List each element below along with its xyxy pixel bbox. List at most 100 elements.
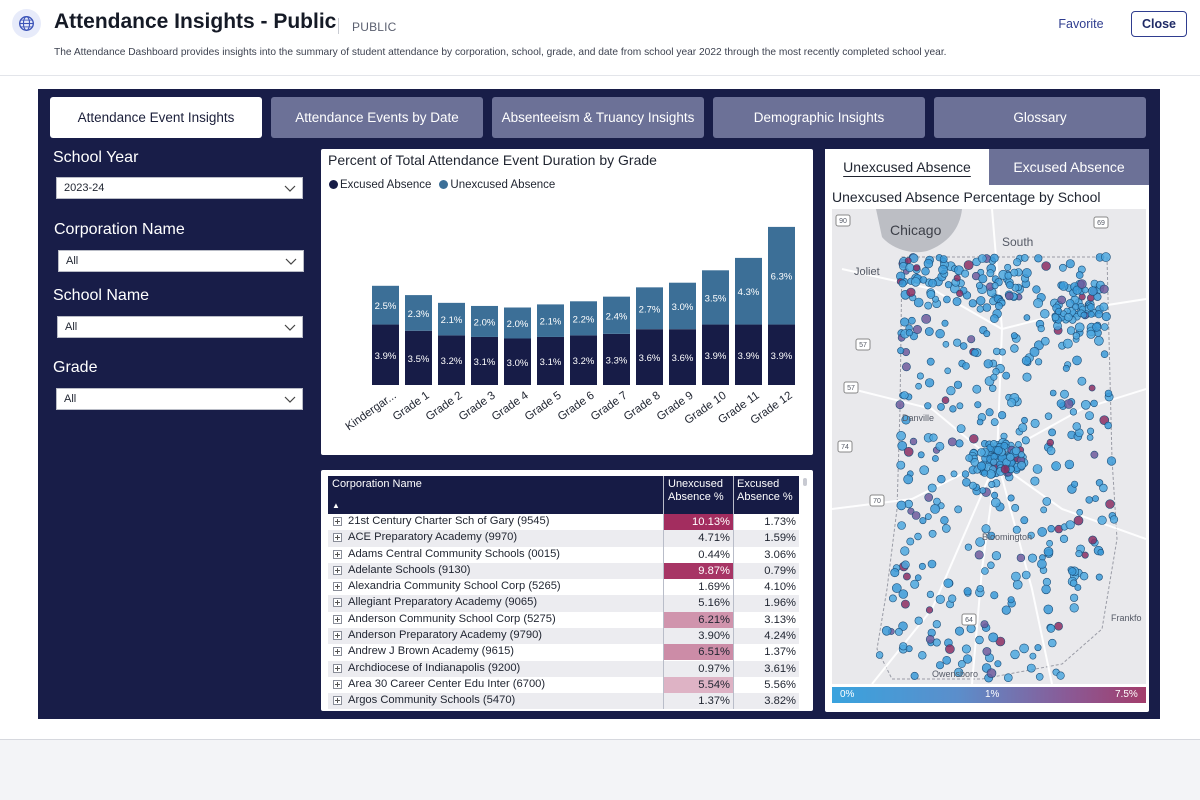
school-marker[interactable] [932, 638, 941, 647]
school-marker[interactable] [930, 503, 940, 514]
school-marker[interactable] [903, 572, 911, 581]
school-marker[interactable] [1101, 252, 1111, 262]
table-row[interactable]: Anderson Community School Corp (5275) 6.2… [328, 611, 799, 628]
school-marker[interactable] [1010, 268, 1019, 277]
school-marker[interactable] [986, 668, 997, 679]
school-marker[interactable] [916, 372, 924, 380]
bar-excused-4[interactable] [504, 338, 531, 386]
school-marker[interactable] [875, 651, 884, 659]
school-marker[interactable] [1010, 332, 1018, 340]
school-marker[interactable] [912, 325, 922, 335]
school-marker[interactable] [1074, 322, 1085, 333]
school-marker[interactable] [990, 591, 999, 600]
school-marker[interactable] [1071, 480, 1079, 488]
grade-select[interactable]: All [56, 388, 303, 410]
school-marker[interactable] [990, 373, 998, 381]
school-marker[interactable] [1034, 254, 1043, 263]
bar-unexcused-7[interactable] [603, 296, 630, 334]
school-marker[interactable] [917, 451, 925, 459]
school-marker[interactable] [901, 415, 911, 425]
school-marker[interactable] [898, 279, 907, 288]
school-marker[interactable] [911, 511, 921, 520]
school-marker[interactable] [1088, 384, 1096, 392]
school-marker[interactable] [964, 543, 972, 551]
bar-unexcused-9[interactable] [669, 282, 696, 330]
school-marker[interactable] [970, 458, 980, 467]
school-marker[interactable] [907, 507, 915, 515]
school-marker[interactable] [925, 634, 935, 644]
school-marker[interactable] [991, 282, 999, 290]
school-marker[interactable] [910, 671, 919, 680]
school-marker[interactable] [978, 254, 987, 263]
school-marker[interactable] [1106, 456, 1117, 466]
school-marker[interactable] [1042, 497, 1052, 506]
school-marker[interactable] [935, 328, 945, 339]
school-marker[interactable] [1062, 338, 1073, 349]
school-marker[interactable] [1094, 336, 1104, 346]
school-marker[interactable] [968, 299, 977, 308]
school-marker[interactable] [1072, 332, 1081, 340]
school-marker[interactable] [1068, 567, 1077, 576]
school-marker[interactable] [1060, 389, 1069, 399]
school-marker[interactable] [945, 644, 955, 654]
school-marker[interactable] [981, 469, 989, 477]
tab-demographic-insights[interactable]: Demographic Insights [713, 97, 925, 138]
school-marker[interactable] [898, 589, 909, 599]
table-row[interactable]: Allegiant Preparatory Academy (9065) 5.16… [328, 595, 799, 612]
bar-excused-12[interactable] [768, 324, 795, 385]
school-marker[interactable] [909, 437, 918, 446]
expand-icon[interactable] [333, 533, 342, 543]
bar-excused-6[interactable] [570, 335, 597, 385]
school-marker[interactable] [983, 359, 993, 369]
school-marker[interactable] [1094, 310, 1103, 319]
school-marker[interactable] [982, 647, 992, 656]
column-header-unexcused[interactable]: Unexcused Absence % [668, 478, 724, 503]
bar-excused-1[interactable] [405, 330, 432, 385]
school-marker[interactable] [896, 500, 907, 511]
school-marker[interactable] [914, 574, 922, 582]
school-marker[interactable] [1080, 311, 1088, 319]
school-marker[interactable] [952, 297, 962, 306]
school-marker[interactable] [901, 560, 910, 569]
school-marker[interactable] [1046, 446, 1056, 456]
school-marker[interactable] [1077, 376, 1087, 386]
school-marker[interactable] [923, 258, 934, 269]
school-marker[interactable] [1005, 291, 1014, 301]
school-marker[interactable] [1092, 322, 1102, 332]
school-marker[interactable] [1002, 371, 1011, 380]
school-marker[interactable] [900, 546, 910, 556]
school-marker[interactable] [1029, 346, 1040, 357]
school-marker[interactable] [1081, 400, 1091, 410]
school-marker[interactable] [924, 513, 932, 520]
school-marker[interactable] [926, 590, 934, 599]
school-marker[interactable] [987, 531, 996, 540]
bar-unexcused-6[interactable] [570, 301, 597, 336]
school-marker[interactable] [989, 384, 997, 393]
school-marker[interactable] [924, 378, 935, 388]
school-marker[interactable] [918, 562, 926, 570]
school-marker[interactable] [896, 460, 906, 470]
school-marker[interactable] [1010, 649, 1020, 660]
school-marker[interactable] [1041, 261, 1051, 271]
school-marker[interactable] [940, 516, 949, 525]
expand-icon[interactable] [333, 663, 342, 673]
school-marker[interactable] [954, 667, 964, 678]
legend-item-excused[interactable]: Excused Absence [329, 179, 431, 191]
column-header-excused[interactable]: Excused Absence % [737, 478, 793, 503]
school-marker[interactable] [926, 290, 936, 299]
table-row[interactable]: Adams Central Community Schools (0015) 0.… [328, 547, 799, 563]
school-marker[interactable] [967, 335, 976, 344]
school-marker[interactable] [985, 408, 994, 417]
table-row[interactable]: Argos Community Schools (5470) 1.37% 3.82% [328, 693, 799, 709]
school-marker[interactable] [943, 295, 951, 304]
school-marker[interactable] [939, 255, 948, 263]
school-marker[interactable] [941, 396, 950, 404]
school-marker[interactable] [895, 400, 905, 410]
school-marker[interactable] [987, 561, 995, 569]
school-marker[interactable] [963, 260, 974, 270]
tab-excused-absence[interactable]: Excused Absence [989, 149, 1149, 185]
bar-unexcused-8[interactable] [636, 287, 663, 330]
school-marker[interactable] [918, 651, 927, 660]
school-marker[interactable] [960, 342, 968, 350]
school-marker[interactable] [979, 487, 987, 494]
